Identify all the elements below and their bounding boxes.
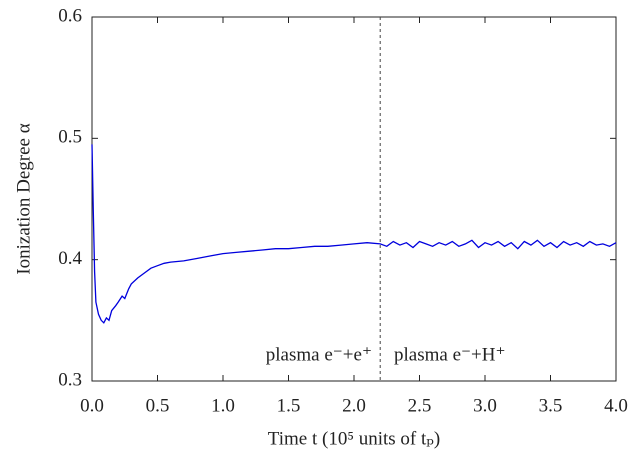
plot-frame [91, 16, 617, 382]
y-axis-label: Ionization Degree α [13, 123, 34, 274]
annotation: plasma e⁻+e⁺ [266, 344, 372, 365]
x-tick-label: 1.0 [211, 395, 235, 416]
x-tick-label: 2.5 [408, 395, 432, 416]
annotation: plasma e⁻+H⁺ [394, 344, 506, 365]
x-tick-label: 1.5 [277, 395, 301, 416]
x-tick-label: 0.5 [146, 395, 170, 416]
data-line [91, 144, 617, 324]
x-tick-label: 3.0 [473, 395, 497, 416]
x-tick-label: 3.5 [539, 395, 563, 416]
x-tick-label: 0.0 [80, 395, 104, 416]
x-axis-label: Time t (10⁵ units of tₚ) [268, 428, 440, 449]
x-tick-label: 4.0 [604, 395, 628, 416]
x-tick-label: 2.0 [342, 395, 366, 416]
y-tick-label: 0.4 [58, 248, 82, 269]
y-tick-label: 0.6 [58, 5, 82, 26]
y-tick-label: 0.5 [58, 127, 82, 148]
y-tick-label: 0.3 [58, 369, 82, 390]
